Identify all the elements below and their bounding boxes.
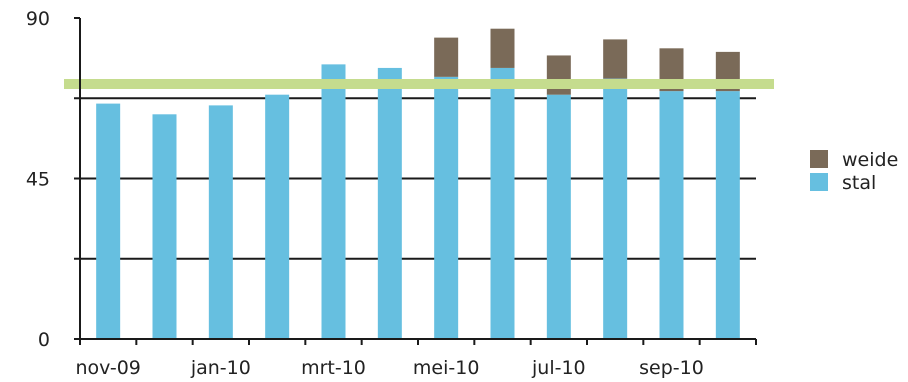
bar-stal-jan-10 [208, 105, 233, 339]
bar-stal-nov-09 [96, 103, 121, 339]
bar-stal-mei-10 [434, 76, 459, 339]
bars [96, 28, 740, 339]
bar-stal-apr-10 [377, 67, 402, 339]
tick-labels: 0 45 90 nov-09 jan-10 mrt-10 mei-10 jul-10 sep-1… [26, 8, 704, 379]
y-tick-label: 45 [26, 169, 50, 191]
bar-stal-jun-10 [490, 67, 515, 339]
bar-stal-mrt-10 [321, 64, 346, 339]
bar-weide-mei-10 [434, 37, 459, 77]
legend-swatch-weide [810, 150, 828, 168]
bar-weide-aug-10 [603, 39, 628, 79]
legend-label-weide: weide [842, 149, 898, 171]
bar-stal-sep-10 [659, 91, 684, 339]
bar-stal-jul-10 [546, 94, 571, 339]
axes [74, 17, 757, 345]
legend-label-stal: stal [842, 172, 876, 194]
bar-stal-aug-10 [603, 78, 628, 339]
x-tick-label: jan-10 [190, 357, 251, 378]
bar-stal-dec-09 [152, 114, 177, 339]
y-tick-label: 0 [38, 329, 50, 351]
bar-weide-jun-10 [490, 28, 515, 68]
x-tick-label: jul-10 [531, 357, 586, 378]
y-tick-label: 90 [26, 8, 50, 30]
x-tick-label: mei-10 [413, 357, 480, 378]
gridlines [80, 97, 756, 260]
legend-swatch-stal [810, 173, 828, 191]
x-tick-label: mrt-10 [301, 357, 366, 378]
bar-stal-feb-10 [265, 94, 290, 339]
bar-stal-okt-10 [715, 91, 740, 339]
x-tick-label: nov-09 [75, 357, 140, 378]
x-tick-label: sep-10 [639, 357, 704, 378]
